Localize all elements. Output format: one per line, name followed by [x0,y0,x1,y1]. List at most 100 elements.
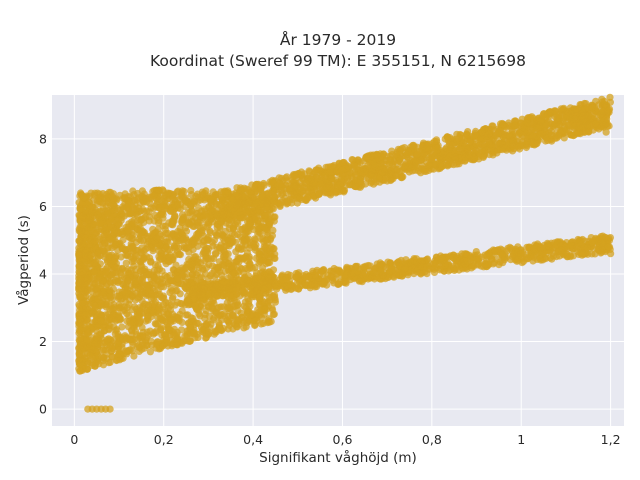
data-point [202,270,210,278]
data-point [560,126,569,134]
data-point [377,160,385,168]
data-point [582,100,590,108]
data-point [118,243,126,251]
data-point [171,331,179,339]
data-point [195,310,203,318]
data-point [175,196,183,204]
data-point [472,140,480,148]
data-point [165,253,173,261]
data-point [129,244,137,252]
data-point [107,292,115,300]
data-point [260,305,269,313]
data-point [139,237,147,245]
data-point [240,324,248,332]
data-point [168,287,176,295]
data-point [348,269,357,277]
data-point [591,236,599,244]
data-point [212,281,220,289]
data-point [282,198,290,206]
data-point [110,206,118,214]
data-point [350,162,358,170]
data-point [197,281,205,289]
data-point [127,269,135,277]
data-point [104,244,112,252]
data-point [332,188,340,196]
data-point [169,193,177,201]
data-point [205,312,214,320]
data-point [537,243,545,251]
data-point [154,286,162,295]
data-point [131,196,139,204]
data-point [312,166,320,174]
data-point [198,227,206,235]
data-point [425,155,433,163]
data-point [278,190,286,198]
data-point [413,150,421,158]
data-point [195,204,203,212]
data-point [174,187,182,195]
data-point [421,166,429,174]
data-point [220,283,228,291]
data-point [481,251,489,259]
data-point [206,229,214,237]
data-point [153,313,161,321]
data-point [592,120,600,128]
data-point [431,160,439,169]
data-point [105,359,113,367]
data-point [265,298,273,306]
data-point [297,196,305,204]
data-point [226,202,234,211]
data-point [146,348,154,356]
data-point [124,232,132,241]
data-point [78,213,86,221]
data-point [116,314,124,322]
data-point [591,250,599,258]
data-point [419,142,427,151]
data-point [90,238,99,246]
data-point [82,207,90,215]
data-point [150,329,158,337]
data-point [234,301,242,309]
data-point [97,234,105,242]
data-point [500,256,509,264]
data-point [184,220,192,228]
data-point [445,140,453,149]
data-point [260,223,268,231]
data-point [125,300,133,309]
data-point [117,303,125,311]
data-point [255,198,263,206]
data-point [177,326,186,334]
data-point [549,249,557,257]
data-point [207,198,215,206]
data-point [269,292,277,300]
data-point [229,279,237,287]
data-point [278,271,286,279]
data-point [216,244,224,252]
data-point [173,338,181,346]
data-point [256,250,264,258]
data-point [519,138,527,146]
data-point [260,179,268,188]
data-point [89,346,97,354]
data-point [157,325,165,333]
data-point [159,211,167,219]
data-point [168,295,177,303]
data-point [441,135,449,143]
data-point [544,111,552,119]
data-point [108,344,116,353]
data-point [241,298,249,306]
data-point [393,165,401,173]
data-point [113,274,121,282]
data-point [511,117,519,125]
data-point [151,298,159,306]
data-point [221,187,229,195]
data-point [360,168,369,176]
data-point [185,260,193,268]
data-point [351,182,359,190]
data-point [130,284,138,292]
data-point [494,129,502,137]
data-point [357,276,365,285]
data-point [178,218,186,226]
data-point [380,150,388,158]
data-point [77,244,85,252]
